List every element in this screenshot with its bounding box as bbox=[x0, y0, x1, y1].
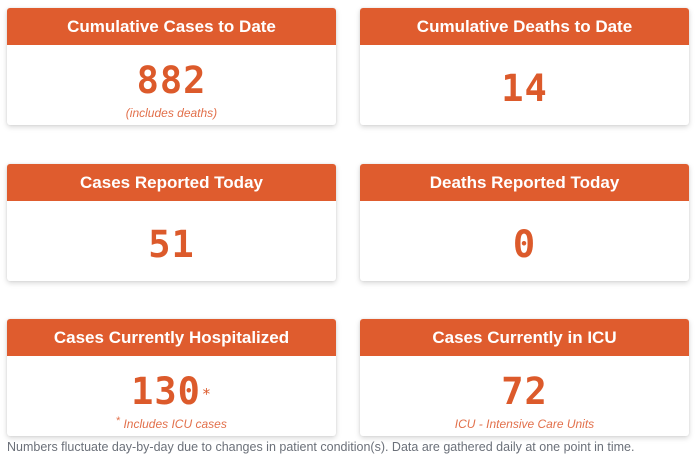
stat-card-hospitalized: Cases Currently Hospitalized 130* * Inclu… bbox=[7, 319, 336, 436]
stat-card-cumulative-deaths: Cumulative Deaths to Date 14 bbox=[360, 8, 689, 125]
card-body: 130* * Includes ICU cases bbox=[7, 356, 336, 431]
stat-value: 882 bbox=[136, 59, 207, 102]
card-body: 72 ICU - Intensive Care Units bbox=[360, 356, 689, 431]
card-body: 14 bbox=[360, 45, 689, 111]
card-body: 882 (includes deaths) bbox=[7, 45, 336, 120]
card-body: 51 bbox=[7, 201, 336, 267]
stat-value: 14 bbox=[501, 67, 548, 110]
stat-card-deaths-today: Deaths Reported Today 0 bbox=[360, 164, 689, 281]
stat-value: 130* bbox=[131, 370, 212, 414]
stat-card-icu: Cases Currently in ICU 72 ICU - Intensiv… bbox=[360, 319, 689, 436]
stat-note: ICU - Intensive Care Units bbox=[454, 417, 595, 431]
data-disclaimer: Numbers fluctuate day-by-day due to chan… bbox=[7, 440, 635, 454]
stat-value-number: 130 bbox=[131, 370, 201, 413]
stat-value: 0 bbox=[512, 223, 537, 266]
card-title: Cumulative Deaths to Date bbox=[360, 8, 689, 45]
stat-value: 72 bbox=[501, 370, 548, 413]
footnote-marker: * bbox=[116, 415, 121, 427]
card-title: Cumulative Cases to Date bbox=[7, 8, 336, 45]
stat-note: (includes deaths) bbox=[125, 106, 218, 120]
card-title: Deaths Reported Today bbox=[360, 164, 689, 201]
stat-value: 51 bbox=[148, 223, 195, 266]
card-body: 0 bbox=[360, 201, 689, 267]
stat-note-text: Includes ICU cases bbox=[123, 417, 227, 431]
card-title: Cases Currently Hospitalized bbox=[7, 319, 336, 356]
footnote-marker: * bbox=[201, 385, 212, 403]
stat-note: * Includes ICU cases bbox=[7, 415, 336, 431]
card-title: Cases Currently in ICU bbox=[360, 319, 689, 356]
stat-card-cases-today: Cases Reported Today 51 bbox=[7, 164, 336, 281]
stat-card-cumulative-cases: Cumulative Cases to Date 882 (includes d… bbox=[7, 8, 336, 125]
card-title: Cases Reported Today bbox=[7, 164, 336, 201]
